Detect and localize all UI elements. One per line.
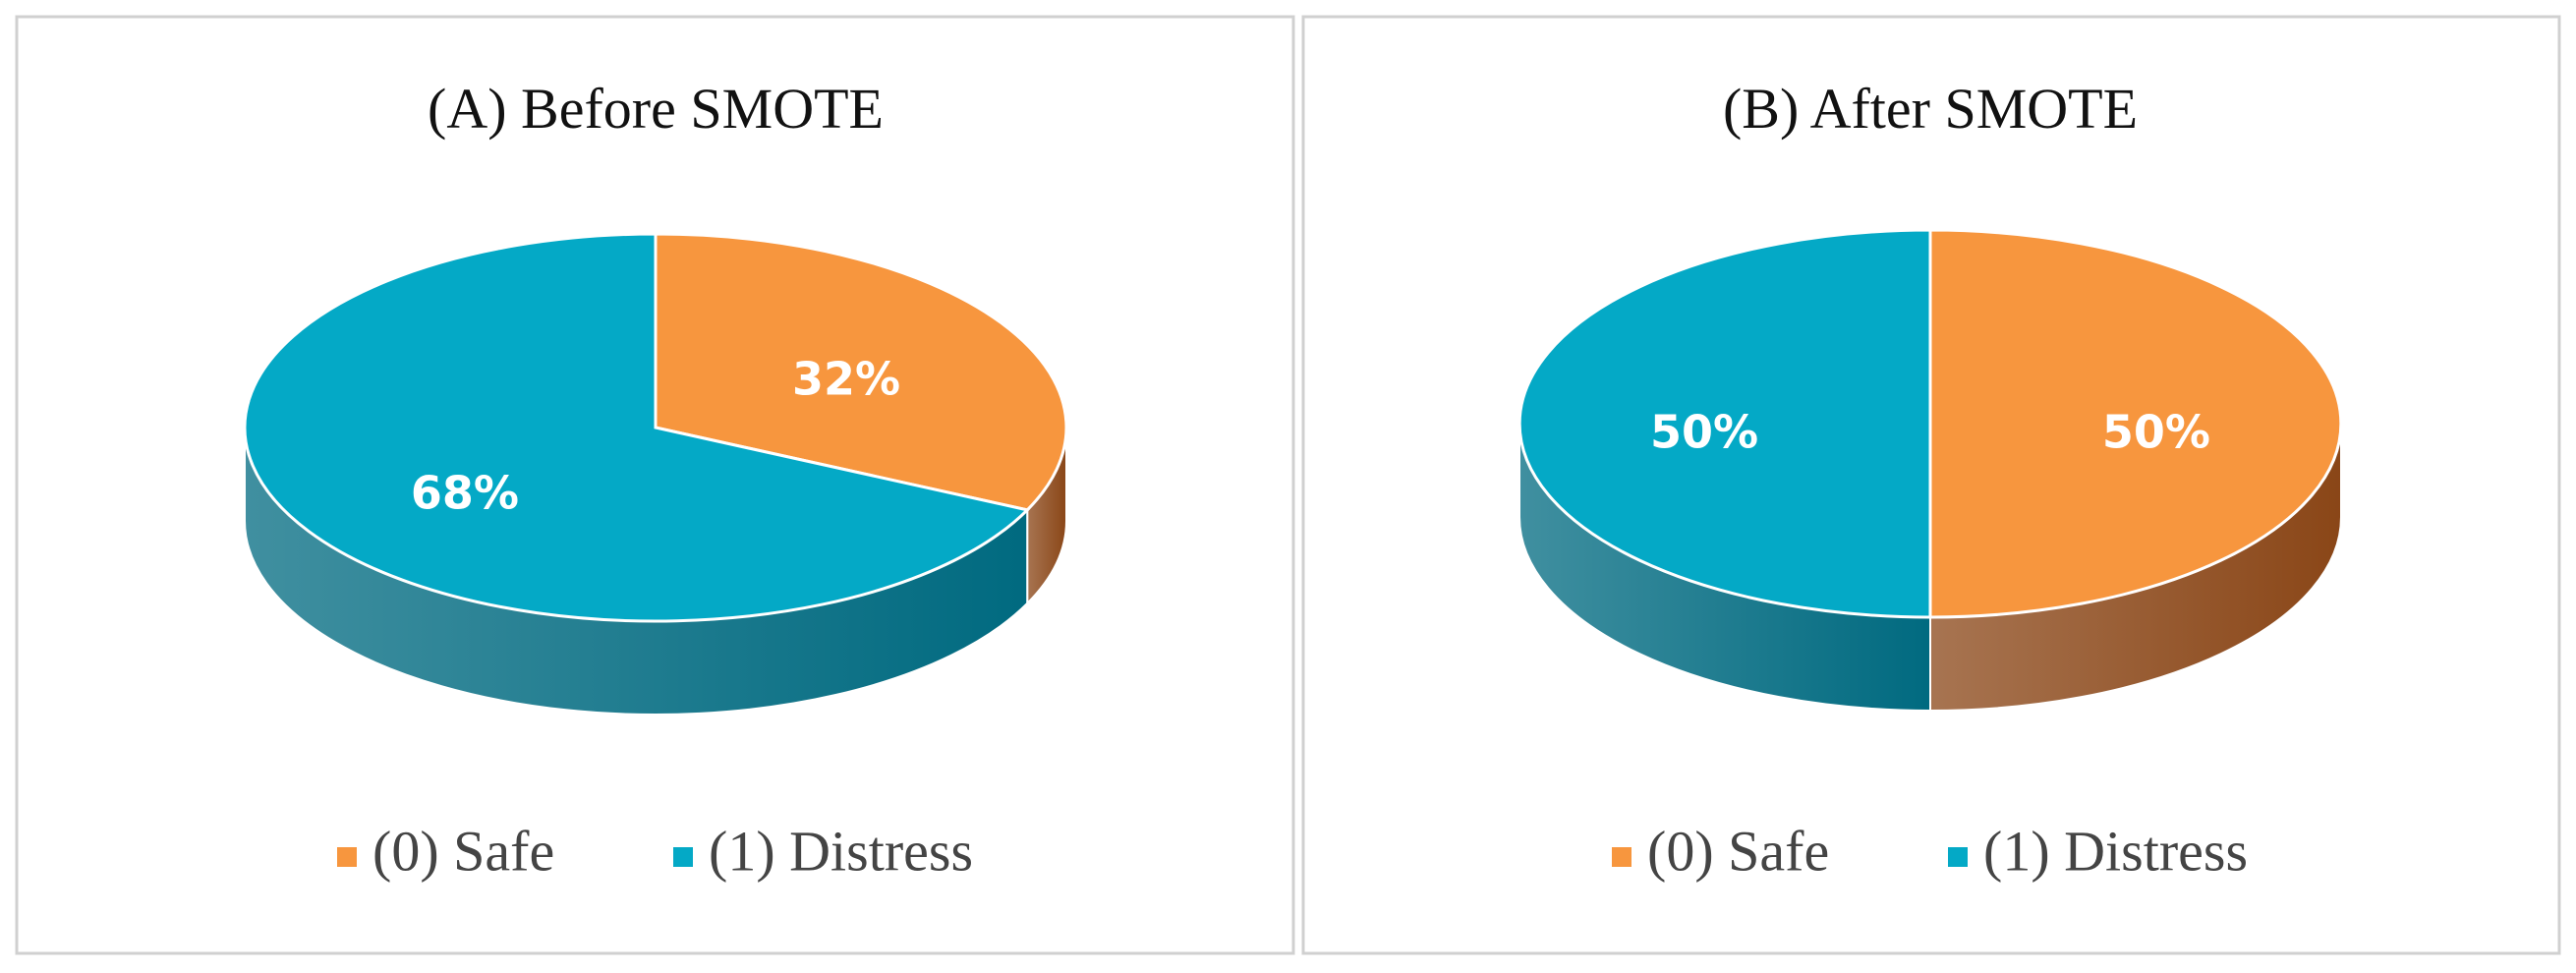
pie-slice <box>654 232 1068 512</box>
data-label: 32% <box>792 352 900 405</box>
legend-label: (0) Safe <box>372 819 554 883</box>
legend-label: (1) Distress <box>709 819 973 883</box>
pie-slice <box>243 232 1031 623</box>
legend-swatch <box>1612 847 1631 867</box>
legend-swatch <box>673 847 693 867</box>
pie-slice <box>1928 228 2343 619</box>
legend-label: (0) Safe <box>1647 819 1829 883</box>
legend-swatch <box>337 847 357 867</box>
legend-label: (1) Distress <box>1983 819 2248 883</box>
data-label: 50% <box>1650 406 1758 459</box>
data-label: 50% <box>2102 406 2210 459</box>
data-label: 68% <box>411 467 519 520</box>
chart-title: (A) Before SMOTE <box>428 77 884 141</box>
pie-slice <box>1517 228 1932 619</box>
chart-title: (B) After SMOTE <box>1723 77 2138 141</box>
legend-swatch <box>1948 847 1968 867</box>
